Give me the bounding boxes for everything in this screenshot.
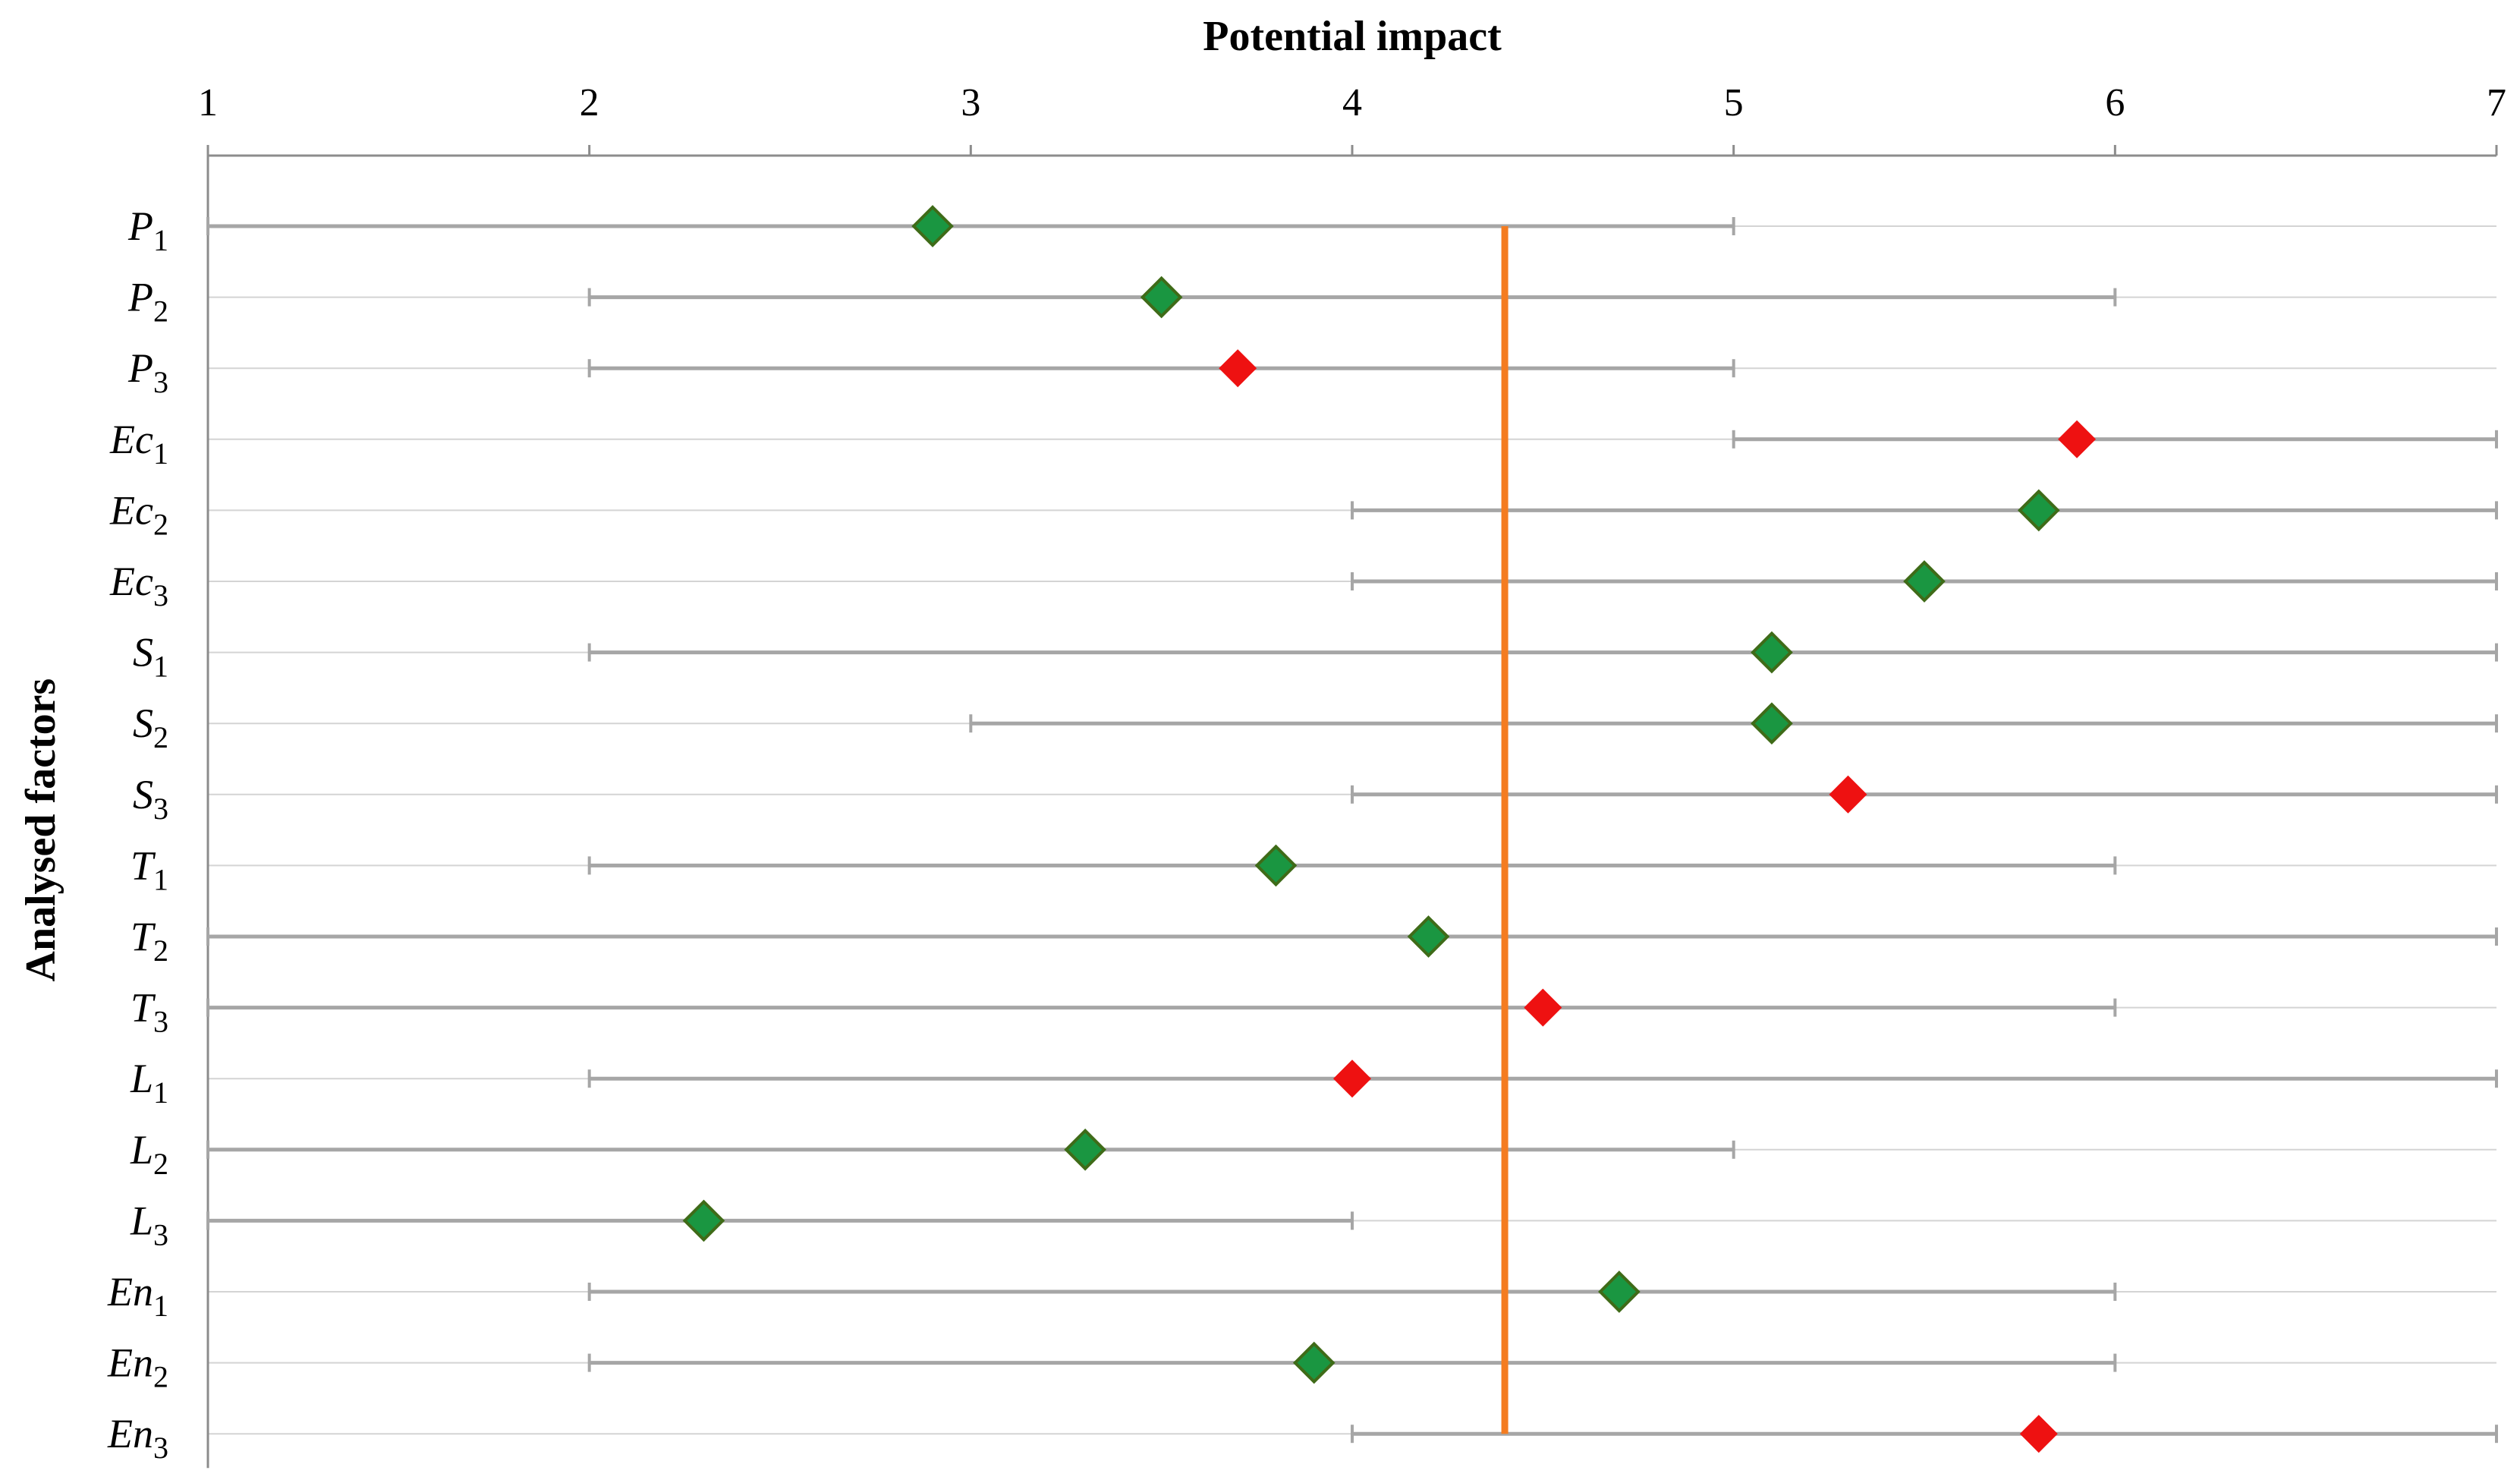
factor-label-base: L	[130, 1056, 153, 1101]
factor-label-base: Ec	[109, 487, 153, 533]
factor-label: Ec3	[109, 559, 168, 612]
diamond-marker	[2017, 489, 2060, 532]
factor-label-base: En	[107, 1411, 153, 1456]
x-axis-title: Potential impact	[1203, 13, 1502, 60]
factor-label-subscript: 2	[153, 294, 168, 329]
factor-label-base: L	[130, 1127, 153, 1173]
factor-label-base: S	[133, 772, 153, 817]
factor-label: Ec1	[109, 417, 168, 471]
factor-label-base: En	[107, 1269, 153, 1315]
grid-lines	[208, 225, 2496, 1435]
factor-label-base: P	[127, 203, 153, 249]
x-axis: 1 2 3 4 5 6 7	[198, 81, 2506, 1469]
factor-label-base: T	[131, 914, 156, 959]
factor-label: En2	[107, 1340, 168, 1394]
factor-label: L2	[130, 1127, 168, 1181]
factor-label-base: L	[130, 1198, 153, 1243]
factor-label: P2	[127, 275, 168, 329]
diamond-marker	[2019, 1415, 2058, 1453]
factor-label: En1	[107, 1269, 168, 1323]
factor-label-base: Ec	[109, 417, 153, 462]
factor-label-subscript: 2	[153, 507, 168, 541]
diamond-marker	[2058, 420, 2097, 458]
factor-label: L3	[130, 1198, 168, 1252]
factor-label-subscript: 3	[153, 365, 168, 399]
markers	[682, 205, 2097, 1453]
diamond-marker	[1219, 349, 1257, 388]
factor-label-subscript: 1	[153, 436, 168, 471]
factor-label-subscript: 1	[153, 650, 168, 684]
factor-label: S3	[133, 772, 168, 826]
factor-label-subscript: 1	[153, 1289, 168, 1323]
factor-label-subscript: 1	[153, 223, 168, 257]
diamond-marker	[1751, 702, 1793, 745]
factor-label: P1	[127, 203, 168, 257]
factor-label-base: T	[131, 842, 156, 888]
x-tick-label: 6	[2105, 81, 2125, 124]
factor-label: T1	[131, 842, 168, 896]
factor-label-subscript: 2	[153, 1360, 168, 1394]
factor-label-base: Ec	[109, 559, 153, 604]
factor-label-base: P	[127, 275, 153, 320]
diamond-marker	[1064, 1128, 1106, 1171]
factor-label-base: T	[131, 985, 156, 1031]
factor-label-subscript: 1	[153, 862, 168, 896]
factor-label-subscript: 1	[153, 1075, 168, 1110]
x-tick-label: 7	[2487, 81, 2506, 124]
diamond-marker	[1292, 1341, 1336, 1384]
diamond-marker	[1140, 276, 1183, 319]
factor-label: En3	[107, 1411, 168, 1465]
factor-label-subscript: 3	[153, 1217, 168, 1252]
factor-label-subscript: 2	[153, 720, 168, 754]
factor-label-subscript: 3	[153, 578, 168, 612]
factor-label-base: S	[133, 701, 153, 746]
x-tick-label: 2	[580, 81, 599, 124]
diamond-marker	[1254, 844, 1298, 887]
diamond-marker	[1524, 988, 1562, 1027]
factor-label-subscript: 2	[153, 1147, 168, 1181]
factor-label-base: En	[107, 1340, 153, 1386]
factor-label-subscript: 2	[153, 934, 168, 968]
factor-label: T3	[131, 985, 168, 1039]
factor-label-base: P	[127, 345, 153, 391]
y-axis-title: Analysed factors	[17, 679, 64, 982]
diamond-marker	[1598, 1270, 1641, 1313]
x-tick-label: 3	[961, 81, 980, 124]
factor-label: P3	[127, 345, 168, 399]
diamond-marker	[1751, 631, 1793, 674]
diamond-marker	[1333, 1060, 1371, 1098]
factor-label-base: S	[133, 630, 153, 675]
x-tick-label: 4	[1342, 81, 1362, 124]
factor-label-subscript: 3	[153, 1431, 168, 1465]
x-tick-label: 1	[198, 81, 218, 124]
diamond-marker	[1829, 775, 1867, 814]
x-tick-label: 5	[1724, 81, 1744, 124]
factor-label: T2	[131, 914, 168, 968]
factor-label: S1	[133, 630, 168, 684]
diamond-marker	[911, 205, 954, 247]
factor-labels: P1P2P3Ec1Ec2Ec3S1S2S3T1T2T3L1L2L3En1En2E…	[107, 203, 168, 1465]
diamond-marker	[1903, 560, 1946, 603]
factor-label: S2	[133, 701, 168, 754]
factor-label: L1	[130, 1056, 168, 1110]
factor-label-subscript: 3	[153, 792, 168, 826]
diamond-marker	[1407, 915, 1450, 958]
range-bars	[206, 217, 2498, 1444]
factor-label: Ec2	[109, 487, 168, 541]
factor-label-subscript: 3	[153, 1005, 168, 1039]
diamond-marker	[682, 1199, 725, 1242]
